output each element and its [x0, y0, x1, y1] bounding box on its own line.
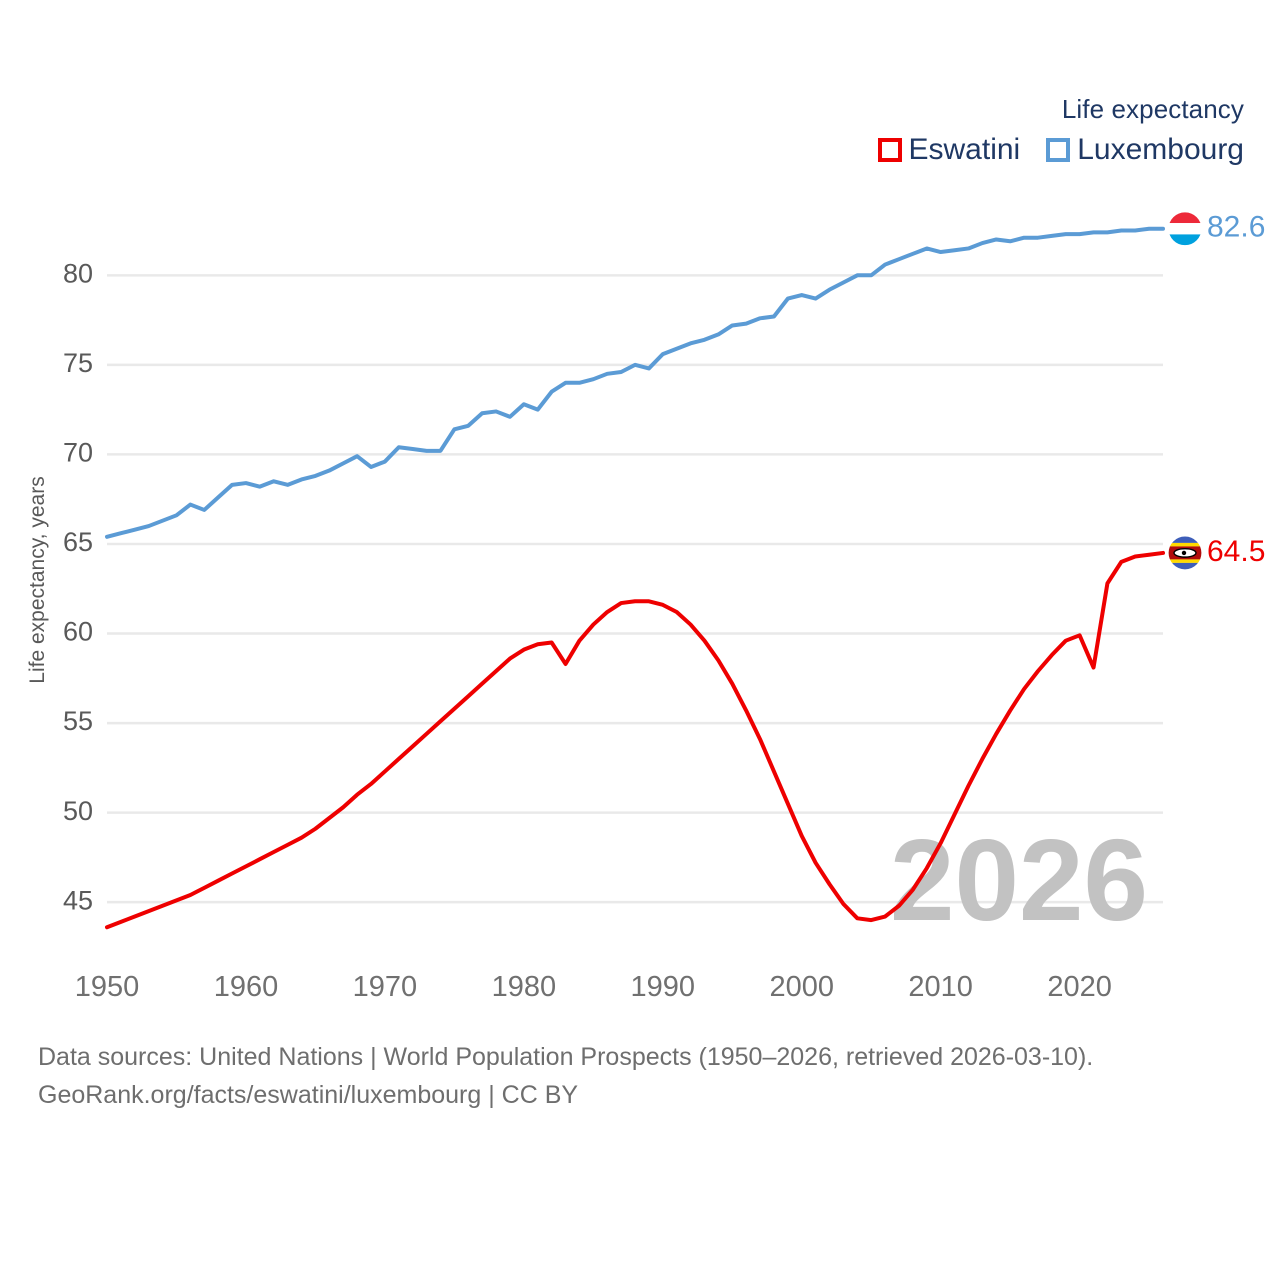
legend-entry-eswatini[interactable]: Eswatini: [877, 133, 1021, 166]
y-axis-title: Life expectancy, years: [26, 476, 49, 683]
gridlines: [107, 274, 1163, 904]
footer-line-1: Data sources: United Nations | World Pop…: [38, 1043, 1094, 1071]
x-tick-label: 2000: [769, 971, 834, 1003]
y-tick-label: 65: [63, 527, 93, 557]
legend-swatch-luxembourg: [1046, 138, 1071, 162]
y-tick-label: 70: [63, 438, 93, 468]
series-lines: [105, 226, 1165, 930]
y-axis-ticks: 45 50 55 60 65 70 75 80: [63, 258, 93, 915]
y-tick-label: 55: [63, 706, 93, 736]
y-tick-label: 60: [63, 617, 93, 647]
y-tick-label: 45: [63, 885, 93, 915]
footer-line-2[interactable]: GeoRank.org/facts/eswatini/luxembourg | …: [38, 1081, 579, 1109]
x-tick-label: 1950: [75, 971, 140, 1003]
x-tick-label: 1960: [214, 971, 279, 1003]
end-value-eswatini: 64.5: [1207, 535, 1265, 568]
legend-label-luxembourg: Luxembourg: [1077, 133, 1244, 166]
x-tick-label: 2020: [1047, 971, 1112, 1003]
x-tick-label: 1980: [492, 971, 557, 1003]
series-line-eswatini: [105, 550, 1165, 930]
y-tick-label: 75: [63, 348, 93, 378]
luxembourg-flag-icon: [1167, 211, 1203, 247]
x-axis-ticks: 1950 1960 1970 1980 1990 2000 2010 2020: [75, 971, 1112, 1003]
x-tick-label: 2010: [908, 971, 973, 1003]
year-watermark: 2026: [890, 815, 1148, 945]
footer-credits: Data sources: United Nations | World Pop…: [38, 1038, 1238, 1114]
legend-title: Life expectancy: [1061, 94, 1244, 124]
y-tick-label: 80: [63, 258, 93, 288]
legend-entries: Eswatini Luxembourg: [877, 133, 1244, 166]
end-markers: 82.6 64.5: [1167, 211, 1265, 571]
end-value-luxembourg: 82.6: [1207, 211, 1265, 244]
chart-legend: Life expectancy Eswatini Luxembourg: [877, 94, 1244, 166]
y-tick-label: 50: [63, 796, 93, 826]
series-line-luxembourg: [105, 226, 1165, 539]
legend-swatch-eswatini: [877, 138, 902, 162]
x-tick-label: 1970: [353, 971, 418, 1003]
legend-entry-luxembourg[interactable]: Luxembourg: [1046, 135, 1244, 165]
legend-label-eswatini: Eswatini: [908, 133, 1021, 166]
x-tick-label: 1990: [631, 971, 696, 1003]
eswatini-flag-icon: [1167, 535, 1203, 571]
